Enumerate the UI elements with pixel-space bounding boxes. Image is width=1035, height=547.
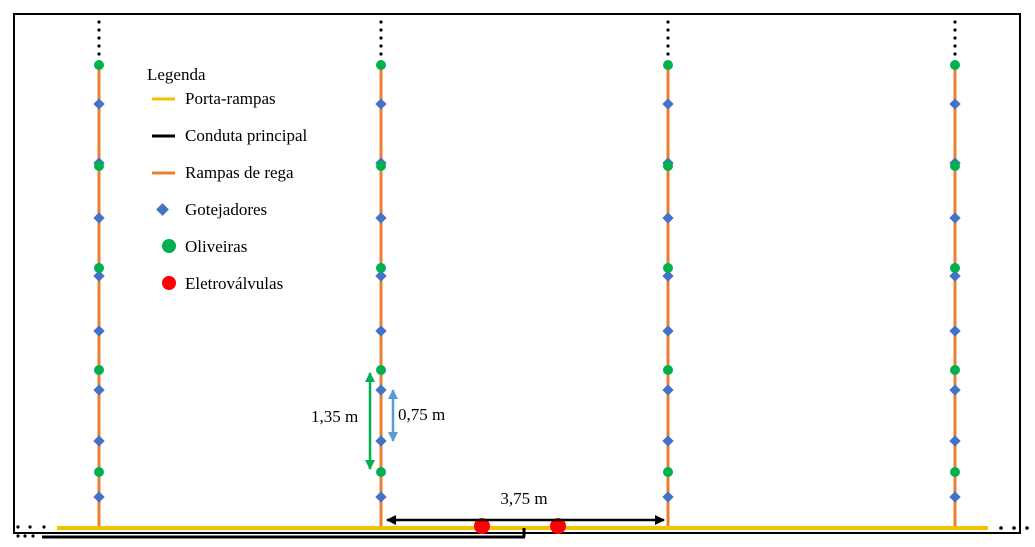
- gotejador-marker: [662, 325, 674, 337]
- oliveira-marker: [663, 60, 673, 70]
- oliveira-marker: [94, 365, 104, 375]
- gotejador-marker: [662, 435, 674, 447]
- oliveira-marker: [376, 365, 386, 375]
- gotejador-marker: [93, 435, 105, 447]
- legend-item-oliveiras: Oliveiras: [162, 237, 247, 256]
- continuation-dot: [953, 52, 957, 56]
- gotejador-marker: [375, 435, 387, 447]
- red-circle-icon: [162, 276, 176, 290]
- gotejador-marker: [662, 212, 674, 224]
- dripper-spacing-label: 0,75 m: [398, 405, 445, 424]
- oliveira-marker: [94, 60, 104, 70]
- legend: Legenda Porta-rampas Conduta principal Ram…: [147, 65, 308, 293]
- oliveira-marker: [376, 60, 386, 70]
- gotejador-marker: [949, 98, 961, 110]
- gotejador-marker: [93, 212, 105, 224]
- gotejador-marker: [93, 98, 105, 110]
- gotejador-marker: [93, 384, 105, 396]
- legend-item-porta-rampas: Porta-rampas: [152, 89, 276, 108]
- gotejador-marker: [949, 212, 961, 224]
- legend-label: Oliveiras: [185, 237, 247, 256]
- gotejador-marker: [375, 491, 387, 503]
- continuation-dot: [666, 20, 670, 24]
- gotejador-marker: [93, 325, 105, 337]
- legend-item-gotejadores: Gotejadores: [156, 200, 267, 219]
- legend-item-conduta-principal: Conduta principal: [152, 126, 308, 145]
- oliveira-marker: [376, 467, 386, 477]
- legend-item-eletrovalvulas: Eletroválvulas: [162, 274, 283, 293]
- legend-label: Rampas de rega: [185, 163, 294, 182]
- oliveira-marker: [663, 263, 673, 273]
- gotejador-marker: [949, 325, 961, 337]
- green-circle-icon: [162, 239, 176, 253]
- gotejador-marker: [949, 435, 961, 447]
- oliveira-marker: [94, 161, 104, 171]
- continuation-dot: [953, 28, 957, 32]
- continuation-dot: [666, 44, 670, 48]
- continuation-dot: [379, 52, 383, 56]
- gotejador-marker: [662, 491, 674, 503]
- legend-label: Eletroválvulas: [185, 274, 283, 293]
- oliveira-marker: [950, 467, 960, 477]
- continuation-dot: [379, 28, 383, 32]
- continuation-dots-left: [16, 525, 46, 538]
- gotejador-marker: [949, 491, 961, 503]
- oliveira-marker: [376, 161, 386, 171]
- continuation-dot: [97, 20, 101, 24]
- gotejador-marker: [949, 270, 961, 282]
- legend-title: Legenda: [147, 65, 206, 84]
- gotejador-marker: [93, 491, 105, 503]
- continuation-dot: [97, 44, 101, 48]
- row-spacing-label: 3,75 m: [500, 489, 547, 508]
- oliveira-marker: [663, 365, 673, 375]
- continuation-dot: [666, 52, 670, 56]
- gotejador-marker: [662, 270, 674, 282]
- legend-label: Conduta principal: [185, 126, 308, 145]
- continuation-dot: [379, 20, 383, 24]
- continuation-dots-right: [999, 526, 1029, 530]
- gotejador-marker: [662, 98, 674, 110]
- continuation-dot: [379, 36, 383, 40]
- continuation-dot: [953, 36, 957, 40]
- continuation-dot: [97, 28, 101, 32]
- gotejador-marker: [375, 384, 387, 396]
- continuation-dot: [97, 36, 101, 40]
- legend-label: Gotejadores: [185, 200, 267, 219]
- continuation-dot: [379, 44, 383, 48]
- oliveira-marker: [94, 467, 104, 477]
- continuation-dot: [666, 36, 670, 40]
- gotejador-marker: [662, 384, 674, 396]
- legend-label: Porta-rampas: [185, 89, 276, 108]
- continuation-dot: [953, 20, 957, 24]
- tree-spacing-label: 1,35 m: [311, 407, 358, 426]
- gotejador-marker: [375, 325, 387, 337]
- continuation-dot: [666, 28, 670, 32]
- diagram-frame: [13, 13, 1021, 534]
- oliveira-marker: [94, 263, 104, 273]
- continuation-dot: [97, 52, 101, 56]
- oliveira-marker: [950, 263, 960, 273]
- oliveira-marker: [950, 161, 960, 171]
- gotejador-marker: [949, 384, 961, 396]
- oliveira-marker: [376, 263, 386, 273]
- legend-item-rampas-de-rega: Rampas de rega: [152, 163, 294, 182]
- oliveira-marker: [663, 467, 673, 477]
- oliveira-marker: [663, 161, 673, 171]
- gotejador-marker: [375, 270, 387, 282]
- gotejador-marker: [375, 98, 387, 110]
- continuation-dot: [953, 44, 957, 48]
- blue-diamond-icon: [156, 203, 169, 216]
- oliveira-marker: [950, 60, 960, 70]
- gotejador-marker: [375, 212, 387, 224]
- oliveira-marker: [950, 365, 960, 375]
